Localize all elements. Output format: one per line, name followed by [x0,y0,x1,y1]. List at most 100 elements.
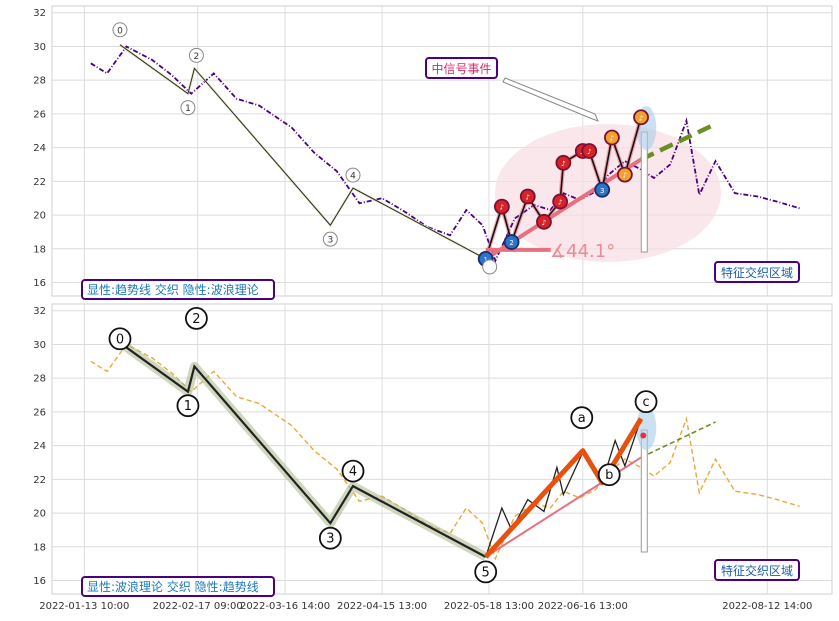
wave-point-marker [482,259,498,275]
y-tick-label: 22 [33,177,46,188]
y-tick-label: 20 [33,509,46,520]
wave-point-marker [180,100,196,116]
wave-point-label: 4 [349,465,357,480]
region-label: 特征交织区域 [721,563,793,578]
angle-label: ∡44.1° [550,241,615,262]
wave-point-label: c [642,395,649,410]
wave-point-label: 1 [185,104,191,114]
y-tick-label: 26 [33,407,46,418]
y-tick-label: 26 [33,109,46,120]
y-tick-label: 30 [33,340,46,351]
wave-point-label: 3 [327,236,333,246]
wave-point-marker [318,526,342,550]
signal-marker [594,181,611,198]
wave-point-label: 4 [350,172,356,182]
x-tick-label: 2022-02-17 09:00 [153,601,243,612]
wave-point-marker [108,327,132,351]
wave-point-label: 3 [326,532,334,547]
signal-marker-label: ♪ [623,172,627,180]
trendline-extension [640,121,717,162]
signal-marker [552,193,569,210]
signal-marker [633,109,649,126]
wave-point-marker [634,390,658,414]
wave-point-marker [570,406,594,430]
y-tick-label: 24 [33,441,46,452]
x-axis: 2022-01-13 10:00 2022-02-17 09:002022-03-… [39,601,812,612]
wave-point-marker [474,560,498,584]
y-tick-label: 18 [33,542,46,553]
signal-marker-label: ♪ [500,204,504,212]
wave-point-marker [341,459,365,483]
signal-marker [555,154,572,171]
y-tick-label: 32 [33,306,46,317]
wave-point-label: a [578,411,586,426]
plot-frame [51,5,833,297]
wave-line [119,341,487,558]
y-tick-label: 28 [33,374,46,385]
wave-point-label: 2 [192,312,200,327]
x-tick-label: 2022-06-16 13:00 [538,601,628,612]
region-label: 特征交织区域 [721,265,793,280]
wave-point-label: 1 [184,399,192,414]
region-dot [640,432,647,439]
y-tick-label: 28 [33,76,46,87]
plot-frame [51,303,833,595]
region-glow [636,406,657,450]
wave-point-marker [185,306,208,330]
signal-marker [581,143,598,159]
y-tick-label: 32 [33,8,46,19]
signal-marker-label: ♪ [610,135,614,143]
x-tick-label: 2022-04-15 13:00 [337,601,427,612]
wave-point-label: 0 [117,26,123,36]
signal-marker-label: ♪ [639,114,643,122]
wave-point-marker [112,22,128,38]
wave-point-label: 2 [194,52,200,62]
signal-marker-label: ♪ [587,148,591,156]
x-tick-label: 2022-05-18 13:00 [444,601,534,612]
wave-line-core [119,44,486,260]
annotation-text: 中信号事件 [431,61,491,76]
signal-marker [519,188,536,205]
y-tick-label: 30 [33,42,46,53]
x-tick-label: 2022-01-13 10:00 [39,601,129,612]
signal-marker [536,213,552,230]
wave-point-label: 0 [116,332,124,347]
top-panel: 161820222426283032∡44.1°1♪2♪♪♪♪♬♪3♪♪♪中信号… [33,5,833,300]
y-tick-label: 24 [33,143,46,154]
signal-marker [604,129,620,146]
wave-point-label: b [605,468,613,483]
legend-box [81,576,275,597]
wave-point-marker [345,167,361,183]
annotation-arrow [502,77,599,122]
signal-marker-label: ♪ [558,199,562,207]
wave-point-marker [188,47,204,63]
legend-text: 显性:趋势线 交织 隐性:波浪理论 [87,282,259,297]
region-marker-bar [640,131,648,253]
bottom-panel: 16 18 20 22 24 26 28 30 32 0 1 2 3 4 5 a b c 特征交织区域显性:波浪理论… [33,303,833,597]
region-label-box [714,559,800,581]
abc-zigzag [485,418,642,558]
signal-marker-label: 2 [509,239,513,247]
legend-box [81,279,275,300]
wave-point-marker [322,231,338,247]
y-tick-label: 22 [33,475,46,486]
x-tick-label: 2022-03-16 14:00 [240,601,330,612]
signal-marker-label: ♪ [526,194,530,202]
signal-marker-label: 3 [600,187,604,195]
wave-point-marker [597,463,621,487]
signal-marker [616,166,633,183]
x-tick-label: 2022-08-12 14:00 [722,601,812,612]
y-tick-label: 16 [33,278,46,289]
trendline-extension [640,421,716,459]
legend-text: 显性:波浪理论 交织 隐性:趋势线 [87,579,259,594]
y-tick-label: 20 [33,211,46,222]
signal-marker [503,234,520,250]
region-label-box [714,261,800,283]
y-tick-label: 18 [33,244,46,255]
abc-wave-line [483,417,644,559]
y-tick-label: 16 [33,576,46,587]
signal-marker-label: ♪ [561,160,565,168]
signal-marker [493,198,510,215]
